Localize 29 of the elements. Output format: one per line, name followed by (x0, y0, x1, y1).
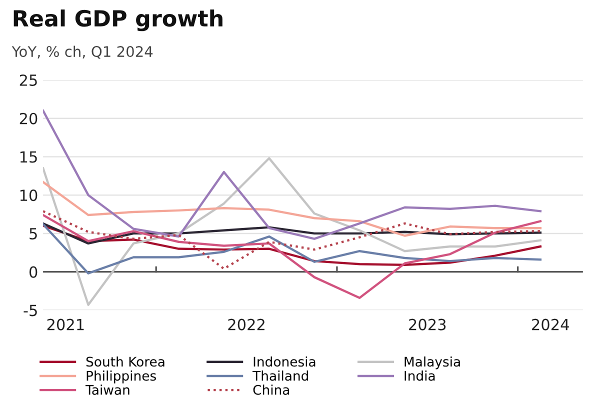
legend-label: Taiwan (86, 384, 130, 395)
x-tick-label: 2021 (47, 318, 84, 330)
line-series (43, 157, 542, 306)
line-series (43, 223, 542, 274)
line-series (43, 180, 542, 237)
x-tick-label: 2022 (228, 318, 264, 330)
chart-subtitle: YoY, % ch, Q1 2024 (12, 46, 153, 59)
legend-label: Philippines (86, 370, 156, 384)
legend-label: India (404, 370, 435, 381)
legend-label: South Korea (86, 356, 164, 367)
x-tick-label: 2023 (409, 318, 446, 330)
y-tick-label: 15 (20, 151, 37, 163)
y-tick-label: 5 (30, 228, 37, 240)
chart-title: Real GDP growth (14, 10, 222, 32)
y-tick-label: 25 (20, 74, 37, 86)
legend-label: Indonesia (254, 356, 316, 367)
line-series (43, 224, 542, 266)
y-tick-label: -5 (24, 304, 37, 316)
line-series (43, 210, 542, 270)
line-series (43, 110, 542, 240)
x-tick-label: 2024 (532, 318, 569, 330)
legend-label: China (253, 384, 290, 395)
y-tick-label: 10 (20, 190, 38, 202)
y-tick-label: 0 (29, 266, 38, 278)
legend-label: Malaysia (404, 356, 460, 370)
y-tick-label: 20 (20, 112, 38, 124)
legend-label: Thailand (252, 370, 308, 381)
line-series (43, 214, 542, 300)
line-series (43, 222, 542, 245)
